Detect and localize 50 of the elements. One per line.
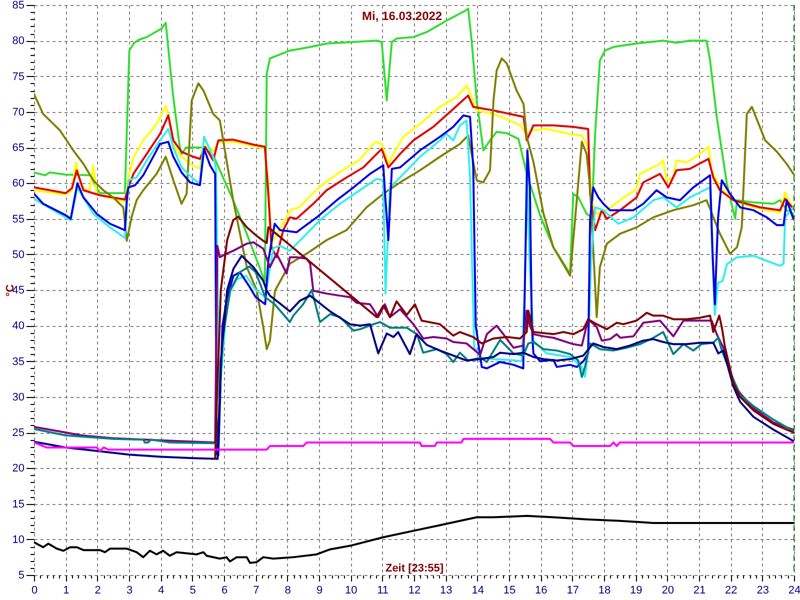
- x-tick-label: 8: [284, 584, 291, 596]
- x-tick-label: 15: [503, 584, 516, 596]
- x-tick-label: 7: [253, 584, 260, 596]
- x-tick-label: 14: [472, 584, 484, 596]
- x-tick-label: 23: [756, 584, 769, 596]
- x-tick-label: 18: [598, 584, 611, 596]
- x-tick-label: 5: [190, 584, 196, 596]
- x-tick-label: 11: [377, 584, 389, 596]
- y-tick-label: 30: [12, 391, 24, 404]
- y-tick-label: 65: [12, 142, 24, 154]
- x-tick-label: 12: [408, 584, 421, 596]
- x-tick-label: 19: [630, 584, 642, 596]
- line-series: [34, 8, 794, 282]
- y-tick-label: 25: [12, 427, 24, 439]
- x-tick-label: 2: [94, 584, 101, 596]
- y-tick-label: 40: [12, 320, 24, 332]
- x-axis-title: Zeit [23:55]: [385, 562, 444, 574]
- line-series: [34, 119, 794, 398]
- y-tick-label: 70: [12, 106, 24, 118]
- x-tick-label: 4: [158, 584, 164, 596]
- line-series: [34, 438, 794, 452]
- x-tick-label: 9: [316, 584, 323, 596]
- x-tick-label: 21: [693, 584, 706, 596]
- y-tick-label: 85: [12, 0, 24, 12]
- y-tick-label: 75: [12, 70, 24, 83]
- x-tick-label: 6: [221, 584, 228, 596]
- x-tick-label: 20: [662, 584, 674, 596]
- x-tick-label: 1: [63, 584, 70, 596]
- line-series: [214, 216, 794, 460]
- x-tick-label: 3: [126, 584, 133, 596]
- line-series: [34, 114, 794, 456]
- y-tick-label: 60: [12, 178, 24, 190]
- line-series: [34, 57, 794, 350]
- y-tick-label: 45: [12, 284, 24, 296]
- y-tick-label: 5: [18, 570, 24, 582]
- x-tick-label: 17: [566, 584, 579, 596]
- y-tick-label: 20: [12, 462, 24, 475]
- y-tick-label: 10: [12, 534, 24, 546]
- x-tick-label: 22: [725, 584, 738, 596]
- x-tick-label: 10: [345, 584, 358, 596]
- x-tick-label: 0: [31, 584, 38, 596]
- y-tick-label: 50: [12, 248, 24, 261]
- chart-title: Mi, 16.03.2022: [362, 9, 442, 23]
- x-tick-label: 13: [440, 584, 452, 596]
- y-tick-label: 80: [12, 35, 24, 48]
- y-tick-label: 35: [12, 356, 24, 368]
- y-tick-label: 15: [12, 498, 24, 510]
- y-tick-label: 55: [12, 213, 24, 226]
- x-tick-label: 24: [788, 584, 800, 596]
- x-tick-label: 16: [535, 584, 548, 596]
